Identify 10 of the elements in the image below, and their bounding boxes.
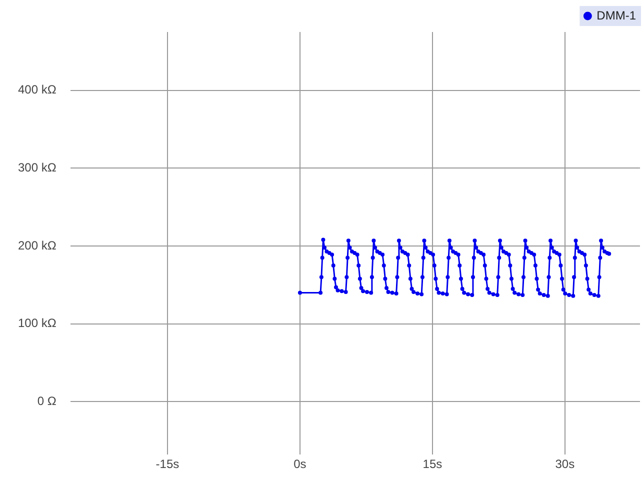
x-tick-label: 0s [294, 457, 306, 472]
y-tick-label: 300 kΩ [18, 160, 56, 175]
y-tick-label: 200 kΩ [18, 238, 56, 252]
x-tick-label: -15s [156, 457, 180, 472]
y-tick-label: 0 Ω [37, 394, 56, 408]
x-tick-label: 30s [555, 457, 575, 472]
legend-label: DMM-1 [596, 8, 636, 22]
x-tick-label: 15s [422, 457, 442, 472]
y-tick-label: 100 kΩ [18, 316, 56, 330]
y-tick-label: 400 kΩ [18, 82, 56, 97]
